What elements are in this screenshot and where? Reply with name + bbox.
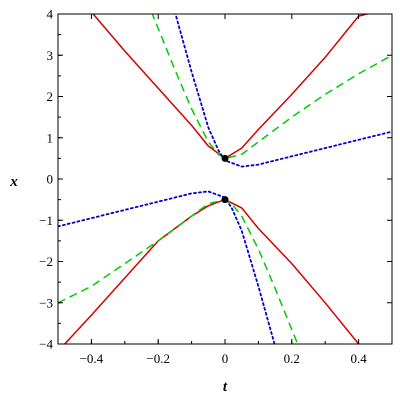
series-line-dashed-lower [58, 198, 299, 344]
y-tick-label: 3 [47, 48, 54, 63]
y-tick-label: 0 [47, 172, 54, 187]
y-tick-label: 1 [47, 130, 54, 145]
y-tick-label: −1 [39, 213, 53, 228]
series-line-dashed-upper [151, 14, 392, 160]
y-tick-label: 4 [47, 7, 54, 22]
y-axis-label: x [9, 174, 18, 190]
x-tick-label: −0.4 [80, 351, 104, 366]
y-tick-label: −2 [39, 254, 53, 269]
x-axis: −0.4 −0.2 0 0.2 0.4 [57, 14, 393, 366]
data-point-2 [221, 196, 229, 204]
x-tick-label: 0.4 [350, 351, 367, 366]
y-tick-label: −3 [39, 295, 53, 310]
x-tick-label: 0.2 [284, 351, 300, 366]
curves-layer [58, 14, 392, 344]
y-axis: −4 −3 −2 −1 0 1 2 3 4 [39, 7, 392, 352]
series-line-solid-lower [64, 198, 360, 344]
series-line-solid-upper [92, 14, 371, 160]
data-point-1 [221, 154, 229, 162]
x-tick-label: 0 [222, 351, 229, 366]
x-tick-label: −0.2 [146, 351, 170, 366]
points-layer [221, 154, 229, 204]
x-axis-label: t [223, 379, 228, 395]
series-line-dotted-upper [174, 14, 392, 168]
series-line-dotted-lower [58, 190, 276, 344]
y-tick-label: 2 [47, 89, 54, 104]
y-tick-label: −4 [39, 337, 53, 352]
